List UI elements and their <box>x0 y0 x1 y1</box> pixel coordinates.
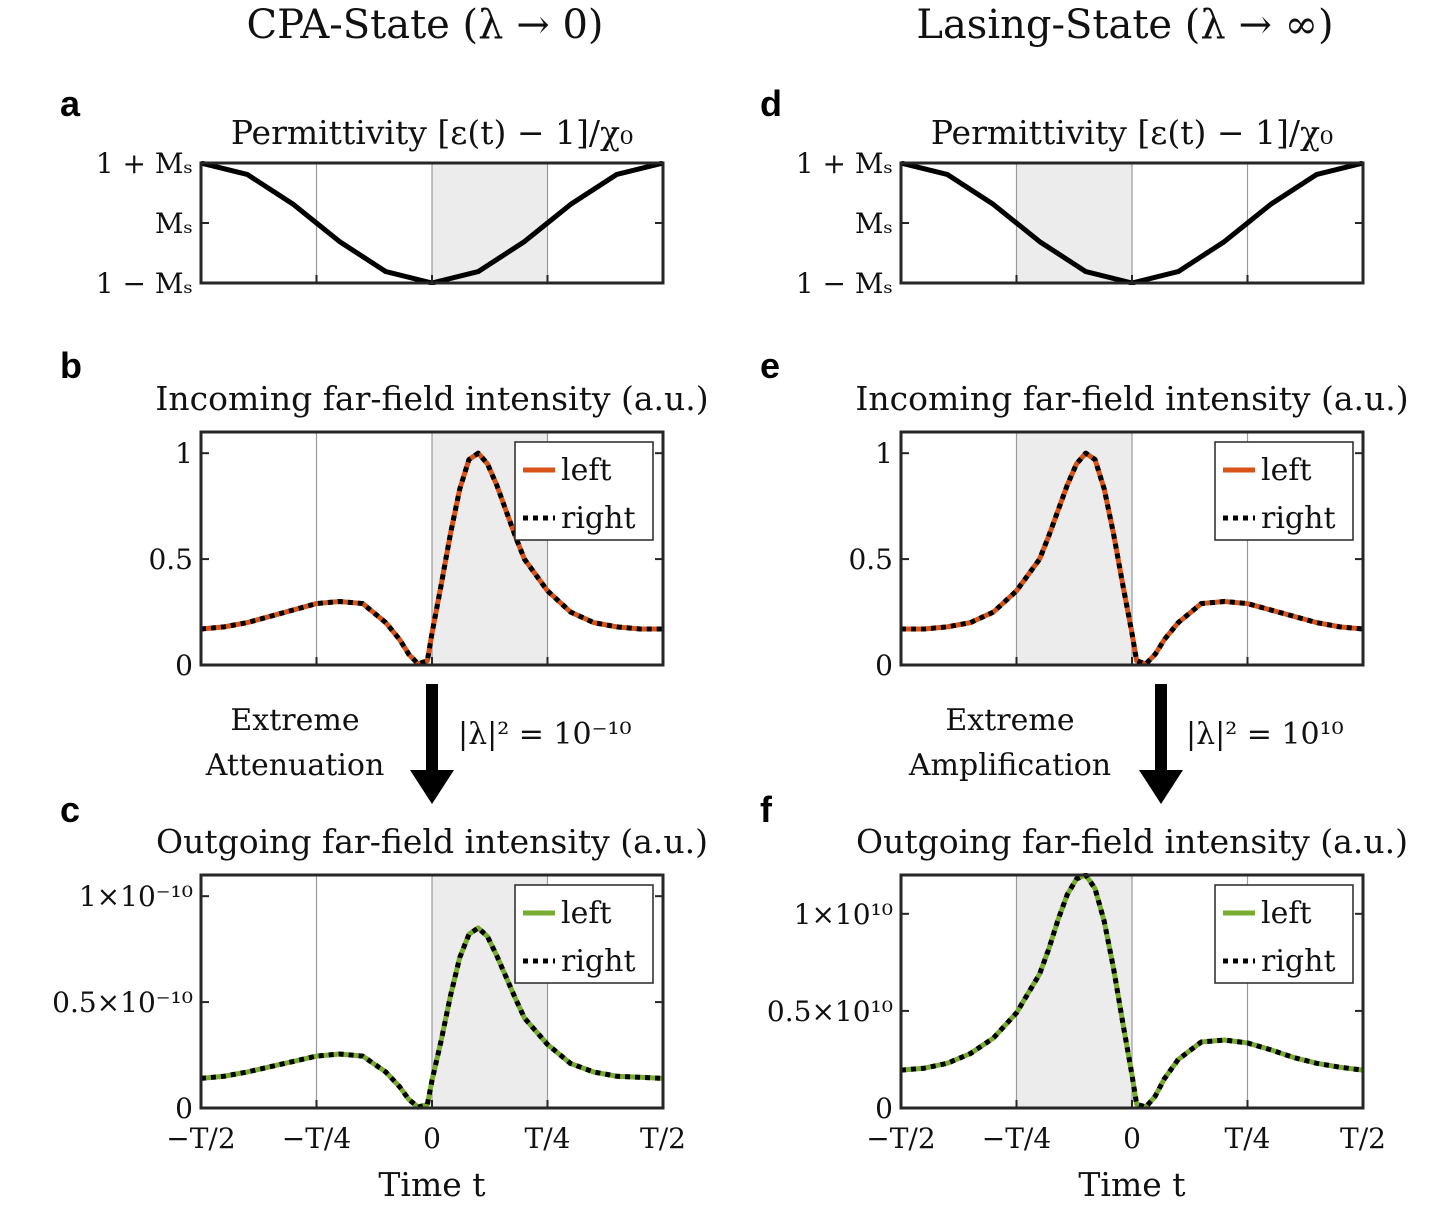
panel-title: Outgoing far-field intensity (a.u.) <box>856 822 1408 861</box>
transition-label-line2: Attenuation <box>205 748 385 783</box>
legend-box <box>514 441 654 541</box>
legend: left right <box>514 884 654 984</box>
y-tick-label: 1×10¹⁰ <box>794 898 893 931</box>
panel-letter-d: d <box>760 83 782 124</box>
legend-label-right: right <box>1261 501 1336 536</box>
legend-label-right: right <box>561 944 636 979</box>
shaded-region <box>1016 875 1132 1108</box>
legend-label-right: right <box>1261 944 1336 979</box>
series-right <box>901 450 1363 667</box>
panel-letter-a: a <box>60 83 81 124</box>
column-title-cpa: CPA-State (λ → 0) <box>247 2 604 48</box>
x-tick-label: T/2 <box>640 1122 686 1155</box>
y-tick-label: 1 + Mₛ <box>96 147 193 180</box>
y-tick-label: 1 <box>875 437 893 470</box>
y-tick-label: 0 <box>875 649 893 682</box>
x-tick-label: −T/2 <box>166 1122 235 1155</box>
arrow-head <box>1139 770 1183 804</box>
y-tick-label: Mₛ <box>155 207 193 240</box>
panel-title: Permittivity [ε(t) − 1]/χ₀ <box>231 113 633 152</box>
panel-d: d Permittivity [ε(t) − 1]/χ₀ 1 − Mₛ Mₛ 1 + M… <box>760 83 1365 300</box>
series-right <box>201 925 663 1110</box>
x-tick-label: T/4 <box>525 1122 571 1155</box>
arrow-shaft <box>1155 684 1167 774</box>
transition-equation: |λ|² = 10⁻¹⁰ <box>458 717 632 752</box>
legend: left right <box>514 441 654 541</box>
transition-amplification: Extreme Amplification |λ|² = 10¹⁰ <box>908 684 1344 804</box>
panel-title: Incoming far-field intensity (a.u.) <box>855 379 1408 418</box>
series-right <box>201 450 663 667</box>
y-tick-label: 0 <box>175 649 193 682</box>
transition-label-line1: Extreme <box>945 703 1074 738</box>
x-tick-label: T/4 <box>1225 1122 1271 1155</box>
y-tick-label: 0.5×10⁻¹⁰ <box>52 986 193 1019</box>
arrow-head <box>410 770 454 804</box>
y-tick-label: 1 − Mₛ <box>96 267 193 300</box>
transition-equation: |λ|² = 10¹⁰ <box>1186 717 1344 752</box>
x-tick-label: 0 <box>1123 1122 1141 1155</box>
legend-label-left: left <box>1261 896 1312 931</box>
panel-a: a Permittivity [ε(t) − 1]/χ₀ 1 − Mₛ Mₛ 1 + M… <box>60 83 665 300</box>
x-tick-label: −T/4 <box>282 1122 351 1155</box>
legend-box <box>1214 441 1354 541</box>
panel-e: e Incoming far-field intensity (a.u.) 0 0.5… <box>760 345 1409 682</box>
legend-label-left: left <box>1261 453 1312 488</box>
y-tick-label: 1 − Mₛ <box>796 267 893 300</box>
column-title-lasing: Lasing-State (λ → ∞) <box>916 2 1333 48</box>
y-tick-label: Mₛ <box>855 207 893 240</box>
panel-letter-c: c <box>60 789 80 830</box>
transition-attenuation: Extreme Attenuation |λ|² = 10⁻¹⁰ <box>205 684 632 804</box>
y-tick-label: 1 + Mₛ <box>796 147 893 180</box>
panel-title: Incoming far-field intensity (a.u.) <box>155 379 708 418</box>
x-tick-label: −T/2 <box>866 1122 935 1155</box>
panel-title: Permittivity [ε(t) − 1]/χ₀ <box>931 113 1333 152</box>
legend: left right <box>1214 884 1354 984</box>
x-tick-label: 0 <box>423 1122 441 1155</box>
transition-label-line1: Extreme <box>230 703 359 738</box>
panel-f: f Outgoing far-field intensity (a.u.) 0 0.5… <box>760 789 1408 1204</box>
y-tick-label: 1 <box>175 437 193 470</box>
legend-box <box>1214 884 1354 984</box>
panel-letter-f: f <box>760 789 773 830</box>
legend-box <box>514 884 654 984</box>
panel-b: b Incoming far-field intensity (a.u.) 0 0.5… <box>60 345 709 682</box>
panel-letter-e: e <box>760 345 780 386</box>
y-tick-label: 0.5 <box>848 543 893 576</box>
x-tick-label: −T/4 <box>982 1122 1051 1155</box>
y-tick-label: 0.5 <box>148 543 193 576</box>
y-tick-label: 1×10⁻¹⁰ <box>79 880 193 913</box>
panel-letter-b: b <box>60 345 82 386</box>
x-tick-label: T/2 <box>1340 1122 1386 1155</box>
arrow-shaft <box>426 684 438 774</box>
y-tick-label: 0 <box>875 1092 893 1125</box>
y-tick-label: 0 <box>175 1092 193 1125</box>
legend: left right <box>1214 441 1354 541</box>
series-right <box>901 873 1363 1110</box>
x-axis-label: Time t <box>1078 1165 1185 1204</box>
legend-label-right: right <box>561 501 636 536</box>
legend-label-left: left <box>561 896 612 931</box>
legend-label-left: left <box>561 453 612 488</box>
x-axis-label: Time t <box>378 1165 485 1204</box>
y-tick-label: 0.5×10¹⁰ <box>767 995 893 1028</box>
panel-c: c Outgoing far-field intensity (a.u.) 0 0.5… <box>52 789 708 1204</box>
panel-title: Outgoing far-field intensity (a.u.) <box>156 822 708 861</box>
transition-label-line2: Amplification <box>908 748 1111 783</box>
